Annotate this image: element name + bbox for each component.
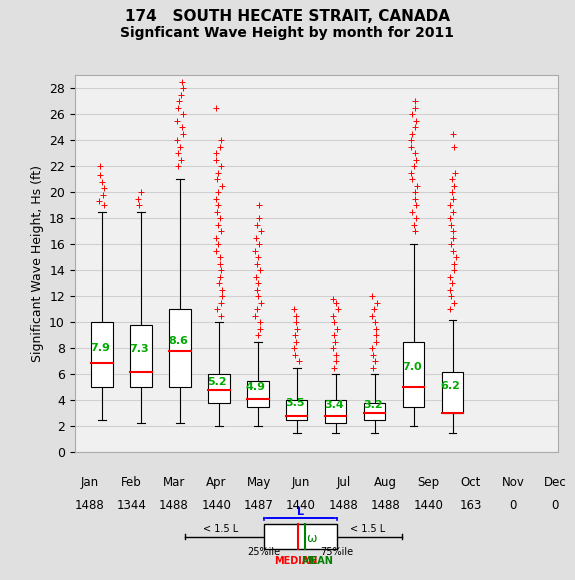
Text: ω: ω: [306, 532, 317, 545]
Text: 4.9: 4.9: [246, 382, 266, 392]
Text: 1487: 1487: [244, 499, 274, 512]
Text: 1488: 1488: [74, 499, 104, 512]
Text: Sep: Sep: [417, 476, 439, 488]
Bar: [131, 325, 152, 387]
Text: 1488: 1488: [371, 499, 401, 512]
Text: 3.4: 3.4: [324, 400, 344, 409]
Text: 163: 163: [459, 499, 482, 512]
Text: 7.3: 7.3: [129, 345, 149, 354]
Text: 25%ile: 25%ile: [248, 547, 281, 557]
Text: Jan: Jan: [80, 476, 98, 488]
Text: 1344: 1344: [117, 499, 147, 512]
Text: 8.6: 8.6: [168, 336, 188, 346]
Bar: [169, 309, 191, 387]
Text: Jul: Jul: [336, 476, 351, 488]
Text: 7.0: 7.0: [402, 362, 421, 372]
Text: Aug: Aug: [374, 476, 397, 488]
Bar: [325, 400, 347, 422]
Text: Feb: Feb: [121, 476, 142, 488]
Bar: [364, 403, 385, 420]
Text: 1440: 1440: [201, 499, 231, 512]
Text: Dec: Dec: [544, 476, 567, 488]
Bar: [403, 342, 424, 407]
Text: 174   SOUTH HECATE STRAIT, CANADA: 174 SOUTH HECATE STRAIT, CANADA: [125, 9, 450, 24]
Bar: [286, 400, 308, 420]
Text: MEAN: MEAN: [301, 556, 334, 566]
Text: 7.9: 7.9: [90, 343, 110, 353]
Text: Signficant Wave Height by month for 2011: Signficant Wave Height by month for 2011: [121, 26, 454, 40]
Text: 75%ile: 75%ile: [320, 547, 353, 557]
Text: < 1.5 L: < 1.5 L: [203, 524, 239, 534]
Text: 1488: 1488: [159, 499, 189, 512]
Y-axis label: Significant Wave Height, Hs (ft): Significant Wave Height, Hs (ft): [30, 165, 44, 362]
Text: 1440: 1440: [413, 499, 443, 512]
Text: Apr: Apr: [206, 476, 227, 488]
Text: May: May: [247, 476, 271, 488]
Text: 5.2: 5.2: [207, 377, 227, 387]
Text: MEDIAN: MEDIAN: [274, 556, 317, 566]
Text: 1440: 1440: [286, 499, 316, 512]
Text: Nov: Nov: [501, 476, 524, 488]
Text: 0: 0: [551, 499, 559, 512]
Bar: [264, 524, 337, 549]
Text: 0: 0: [509, 499, 516, 512]
Text: L: L: [297, 507, 304, 517]
Bar: [208, 375, 229, 403]
Text: 1488: 1488: [328, 499, 358, 512]
Bar: [247, 381, 269, 407]
Text: Oct: Oct: [461, 476, 481, 488]
Bar: [91, 322, 113, 387]
Text: Jun: Jun: [292, 476, 311, 488]
Text: Mar: Mar: [163, 476, 185, 488]
Text: < 1.5 L: < 1.5 L: [351, 524, 386, 534]
Text: 3.5: 3.5: [285, 398, 305, 408]
Bar: [442, 372, 463, 414]
Text: 6.2: 6.2: [440, 380, 461, 391]
Text: 3.2: 3.2: [363, 400, 382, 409]
